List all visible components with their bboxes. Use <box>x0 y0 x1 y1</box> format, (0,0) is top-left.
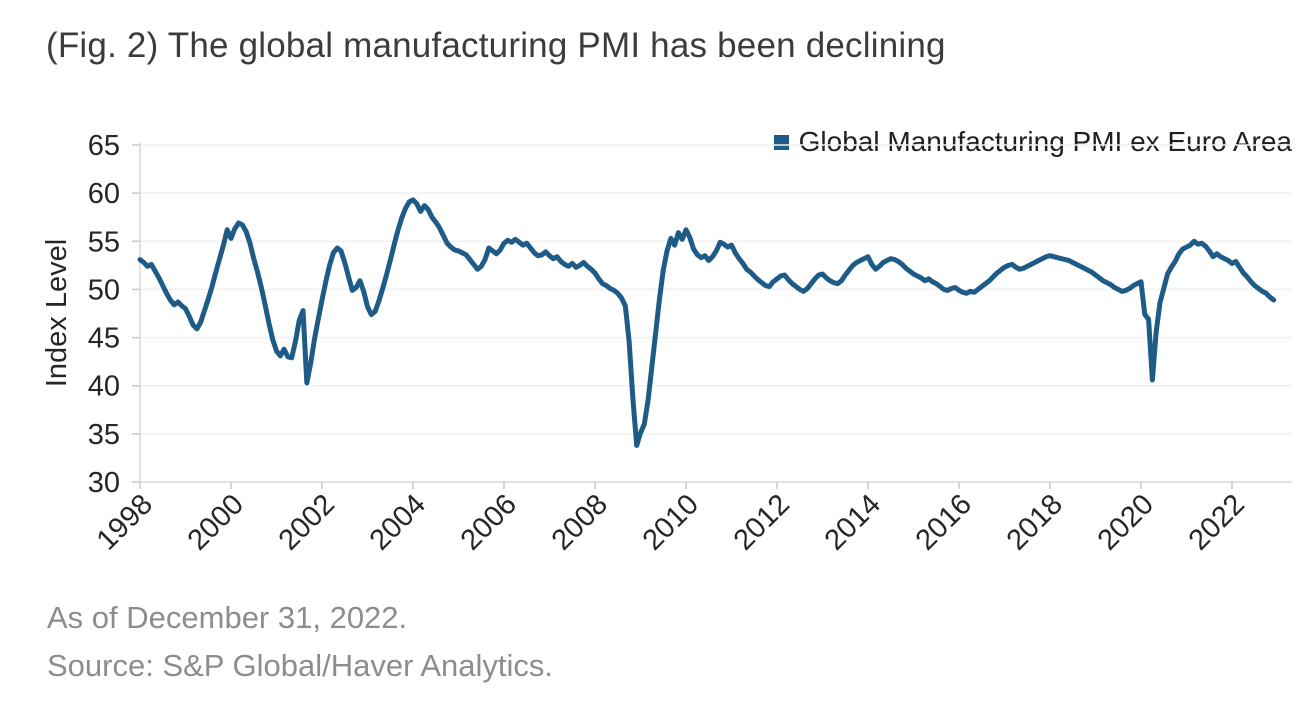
y-tick-label-65: 65 <box>88 130 120 162</box>
series-layer <box>137 197 1277 448</box>
y-tick-label-45: 45 <box>88 323 120 355</box>
legend-label: Global Manufacturing PMI ex Euro Area <box>798 126 1292 157</box>
y-tick-label-30: 30 <box>88 467 120 499</box>
x-tick-label-2006: 2006 <box>455 488 523 556</box>
x-tick-label-2008: 2008 <box>546 488 614 556</box>
grid-layer <box>140 144 1292 435</box>
y-tick-label-50: 50 <box>88 274 120 306</box>
x-tick-label-2018: 2018 <box>1001 488 1069 556</box>
x-tick-label-2012: 2012 <box>728 488 796 556</box>
x-tick-label-2016: 2016 <box>910 488 978 556</box>
as-of-note: As of December 31, 2022. <box>47 600 408 635</box>
y-tick-label-55: 55 <box>88 226 120 258</box>
y-tick-label-40: 40 <box>88 371 120 403</box>
y-axis-title: Index Level <box>41 239 73 387</box>
x-tick-label-2004: 2004 <box>364 488 432 556</box>
x-tick-label-2022: 2022 <box>1183 488 1251 556</box>
x-tick-label-2010: 2010 <box>637 488 705 556</box>
axis-layer <box>132 143 1292 489</box>
legend: Global Manufacturing PMI ex Euro Area <box>773 126 1292 158</box>
y-tick-label-60: 60 <box>88 178 120 210</box>
x-tick-label-2000: 2000 <box>182 488 250 556</box>
chart-title: (Fig. 2) The global manufacturing PMI ha… <box>46 26 946 65</box>
x-tick-label-2014: 2014 <box>819 488 887 556</box>
y-tick-label-35: 35 <box>88 419 120 451</box>
x-tick-label-2020: 2020 <box>1092 488 1160 556</box>
x-tick-label-2002: 2002 <box>273 488 341 556</box>
source-note: Source: S&P Global/Haver Analytics. <box>47 648 554 683</box>
pmi-series-line <box>137 197 1277 448</box>
